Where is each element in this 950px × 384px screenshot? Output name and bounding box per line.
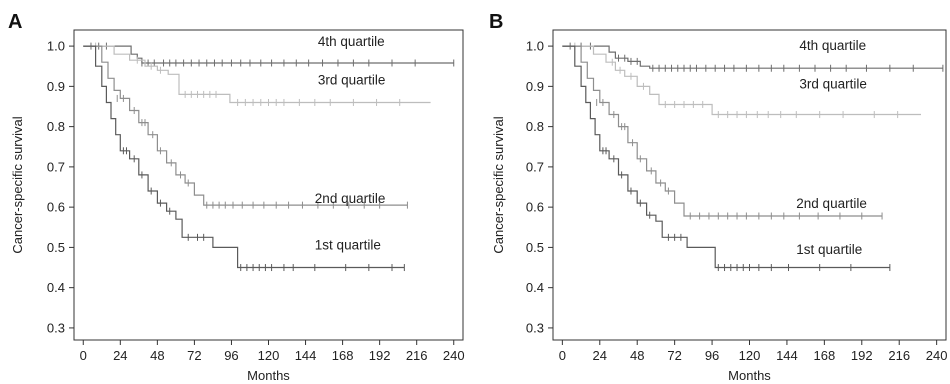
- x-tick-label: 192: [369, 348, 391, 363]
- plot-frame: [552, 29, 947, 341]
- survival-curve: [83, 45, 408, 206]
- y-tick-label: 0.3: [47, 320, 65, 335]
- survival-curve: [562, 45, 890, 269]
- y-tick-label: 0.8: [526, 119, 544, 134]
- x-tick-label: 168: [814, 348, 836, 363]
- x-tick-label: 48: [150, 348, 164, 363]
- x-tick-label: 24: [113, 348, 127, 363]
- panel-a: A 0.3 0.4 0.5 0.6 0.7 0.8 0.9 1.0 0 24 48 72 96 120 144…: [8, 11, 465, 383]
- x-tick-label: 216: [888, 348, 910, 363]
- panel-letter: B: [489, 11, 503, 33]
- series-label: 2nd quartile: [315, 191, 386, 206]
- x-tick-label: 48: [630, 348, 644, 363]
- x-tick-label: 24: [593, 348, 607, 363]
- y-axis-title: Cancer-specific survival: [10, 116, 25, 253]
- y-tick-label: 0.4: [526, 280, 544, 295]
- series-label: 2nd quartile: [796, 196, 867, 211]
- x-tick-label: 144: [776, 348, 798, 363]
- series-3: 2nd quartile: [562, 45, 883, 220]
- x-tick-label: 96: [705, 348, 719, 363]
- y-tick-label: 0.5: [47, 240, 65, 255]
- x-tick-label: 0: [80, 348, 87, 363]
- series-label: 1st quartile: [315, 237, 381, 252]
- x-tick-label: 168: [332, 348, 354, 363]
- survival-curve: [562, 45, 883, 217]
- x-axis-title: Months: [728, 368, 771, 383]
- x-tick-label: 72: [187, 348, 201, 363]
- y-tick-label: 0.5: [526, 240, 544, 255]
- x-tick-label: 144: [295, 348, 317, 363]
- series-label: 3rd quartile: [799, 76, 867, 91]
- survival-curve: [562, 45, 921, 116]
- series-1: 4th quartile: [83, 34, 455, 67]
- y-tick-label: 0.3: [526, 320, 544, 335]
- y-tick-label: 0.8: [47, 119, 65, 134]
- y-tick-label: 0.6: [526, 200, 544, 215]
- y-axis-title: Cancer-specific survival: [491, 116, 506, 253]
- series-label: 3rd quartile: [318, 72, 386, 87]
- plot-frame: [73, 29, 464, 341]
- y-tick-label: 0.6: [47, 200, 65, 215]
- survival-curve: [83, 45, 431, 104]
- series-label: 1st quartile: [796, 242, 862, 257]
- x-tick-label: 240: [926, 348, 948, 363]
- y-tick-label: 0.7: [47, 159, 65, 174]
- panel-b: B 0.3 0.4 0.5 0.6 0.7 0.8 0.9 1.0 0 24 48 72 96 120 144…: [489, 11, 947, 383]
- series-3: 2nd quartile: [83, 45, 408, 209]
- x-tick-label: 240: [443, 348, 465, 363]
- x-tick-label: 120: [258, 348, 280, 363]
- x-tick-label: 96: [224, 348, 238, 363]
- y-tick-label: 0.9: [47, 79, 65, 94]
- series-4: 1st quartile: [83, 45, 405, 272]
- x-tick-label: 0: [559, 348, 566, 363]
- y-tick-label: 1.0: [526, 39, 544, 54]
- survival-curve: [562, 45, 943, 69]
- y-tick-label: 0.7: [526, 159, 544, 174]
- series-4: 1st quartile: [562, 45, 891, 272]
- panel-letter: A: [8, 11, 22, 33]
- series-label: 4th quartile: [318, 34, 385, 49]
- series-1: 4th quartile: [562, 38, 944, 72]
- survival-curve: [83, 45, 405, 269]
- x-axis-title: Months: [247, 368, 290, 383]
- x-tick-label: 72: [667, 348, 681, 363]
- series-2: 3rd quartile: [83, 42, 431, 106]
- x-tick-label: 120: [739, 348, 761, 363]
- series-label: 4th quartile: [799, 38, 866, 53]
- y-tick-label: 1.0: [47, 39, 65, 54]
- x-tick-label: 192: [851, 348, 873, 363]
- y-tick-label: 0.9: [526, 79, 544, 94]
- series-2: 3rd quartile: [562, 42, 921, 119]
- y-tick-label: 0.4: [47, 280, 65, 295]
- x-tick-label: 216: [406, 348, 428, 363]
